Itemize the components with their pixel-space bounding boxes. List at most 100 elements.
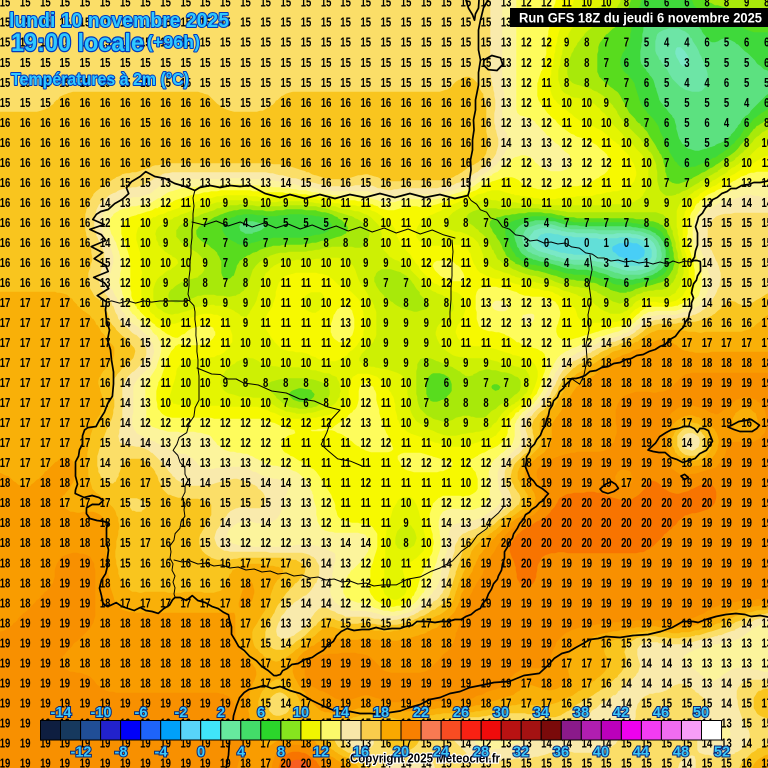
svg-text:1: 1 <box>644 257 650 271</box>
svg-text:18: 18 <box>40 557 51 571</box>
svg-text:10: 10 <box>381 577 392 591</box>
svg-text:10: 10 <box>441 237 452 251</box>
svg-text:12: 12 <box>240 417 251 431</box>
svg-text:19: 19 <box>521 597 532 611</box>
svg-text:15: 15 <box>140 56 151 70</box>
svg-text:14: 14 <box>441 577 452 591</box>
svg-text:16: 16 <box>160 157 171 171</box>
svg-text:15: 15 <box>762 237 768 251</box>
svg-text:19: 19 <box>481 577 492 591</box>
svg-text:18: 18 <box>0 537 11 551</box>
svg-text:12: 12 <box>281 417 292 431</box>
svg-text:15: 15 <box>721 757 732 768</box>
svg-text:7: 7 <box>424 377 429 391</box>
svg-text:18: 18 <box>541 677 552 691</box>
svg-text:19: 19 <box>381 697 392 711</box>
svg-text:20: 20 <box>621 517 632 531</box>
svg-text:17: 17 <box>80 357 91 371</box>
svg-text:6: 6 <box>524 257 529 271</box>
svg-text:18: 18 <box>100 537 111 551</box>
svg-text:10: 10 <box>641 177 652 191</box>
svg-text:16: 16 <box>301 136 312 150</box>
svg-text:18: 18 <box>200 617 211 631</box>
svg-text:16: 16 <box>140 517 151 531</box>
svg-text:19: 19 <box>762 397 768 411</box>
svg-text:5: 5 <box>524 217 530 231</box>
svg-text:19: 19 <box>582 617 593 631</box>
svg-text:15: 15 <box>301 56 312 70</box>
svg-text:7: 7 <box>584 217 589 231</box>
svg-text:17: 17 <box>601 657 612 671</box>
svg-text:17: 17 <box>281 657 292 671</box>
svg-text:15: 15 <box>661 737 672 751</box>
svg-text:12: 12 <box>762 617 768 631</box>
svg-text:18: 18 <box>120 617 131 631</box>
svg-text:19: 19 <box>702 557 713 571</box>
svg-text:16: 16 <box>521 417 532 431</box>
svg-text:18: 18 <box>0 497 11 511</box>
svg-text:10: 10 <box>140 217 151 231</box>
svg-text:15: 15 <box>160 56 171 70</box>
svg-text:10: 10 <box>521 197 532 211</box>
svg-text:16: 16 <box>321 96 332 110</box>
svg-text:14: 14 <box>321 597 332 611</box>
svg-text:19: 19 <box>401 697 412 711</box>
svg-text:15: 15 <box>281 76 292 90</box>
svg-text:5: 5 <box>764 76 768 90</box>
svg-text:11: 11 <box>381 397 392 411</box>
svg-text:16: 16 <box>381 157 392 171</box>
svg-text:19: 19 <box>641 437 652 451</box>
svg-text:9: 9 <box>243 317 248 331</box>
svg-text:20: 20 <box>521 517 532 531</box>
svg-text:17: 17 <box>180 597 191 611</box>
svg-text:16: 16 <box>340 157 351 171</box>
svg-text:11: 11 <box>481 437 492 451</box>
svg-text:17: 17 <box>40 357 51 371</box>
svg-text:15: 15 <box>582 697 593 711</box>
svg-text:44: 44 <box>633 745 649 761</box>
svg-text:15: 15 <box>40 76 51 90</box>
svg-text:15: 15 <box>360 36 371 50</box>
svg-text:10: 10 <box>561 96 572 110</box>
svg-text:13: 13 <box>200 437 211 451</box>
svg-text:15: 15 <box>60 36 71 50</box>
svg-text:19: 19 <box>421 697 432 711</box>
svg-text:15: 15 <box>120 497 131 511</box>
svg-text:18: 18 <box>100 557 111 571</box>
svg-text:18: 18 <box>661 357 672 371</box>
svg-text:16: 16 <box>0 116 10 130</box>
svg-text:10: 10 <box>220 397 231 411</box>
svg-text:15: 15 <box>441 0 452 10</box>
svg-text:18: 18 <box>240 597 251 611</box>
svg-text:10: 10 <box>582 197 593 211</box>
svg-text:-8: -8 <box>115 745 128 761</box>
svg-text:13: 13 <box>721 717 732 731</box>
svg-text:19: 19 <box>702 377 713 391</box>
svg-text:16: 16 <box>461 76 472 90</box>
svg-text:10: 10 <box>160 257 171 271</box>
svg-text:12: 12 <box>220 417 231 431</box>
svg-text:7: 7 <box>203 217 208 231</box>
svg-text:13: 13 <box>501 36 512 50</box>
svg-text:10: 10 <box>401 257 412 271</box>
svg-text:19: 19 <box>721 497 732 511</box>
svg-text:15: 15 <box>260 16 271 30</box>
svg-text:10: 10 <box>762 136 768 150</box>
svg-text:11: 11 <box>481 277 492 291</box>
svg-text:12: 12 <box>441 497 452 511</box>
svg-text:16: 16 <box>360 157 371 171</box>
svg-text:12: 12 <box>340 417 351 431</box>
svg-text:9: 9 <box>363 277 368 291</box>
svg-text:19: 19 <box>661 617 672 631</box>
svg-text:19: 19 <box>20 617 31 631</box>
svg-text:16: 16 <box>120 337 131 351</box>
svg-text:15: 15 <box>120 16 131 30</box>
svg-text:19: 19 <box>441 697 452 711</box>
svg-text:19: 19 <box>461 637 472 651</box>
svg-text:16: 16 <box>281 136 292 150</box>
svg-text:8: 8 <box>584 76 590 90</box>
svg-text:19: 19 <box>80 577 91 591</box>
svg-text:5: 5 <box>263 217 269 231</box>
svg-text:12: 12 <box>260 437 271 451</box>
svg-text:18: 18 <box>541 417 552 431</box>
